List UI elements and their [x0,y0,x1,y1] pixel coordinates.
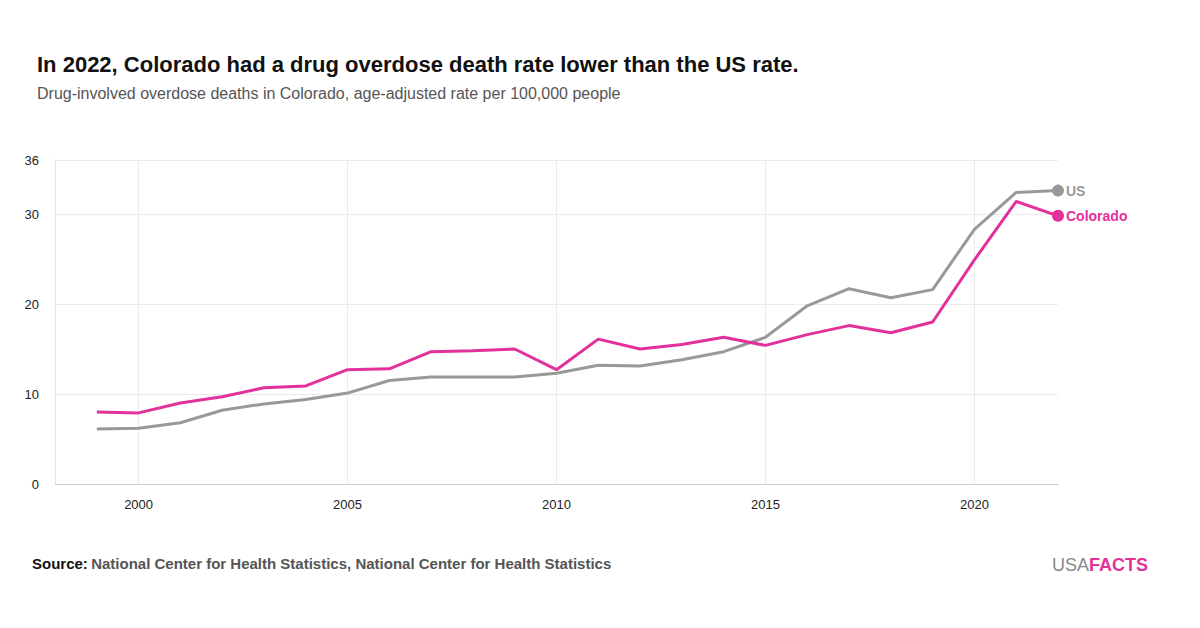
svg-text:FACTS: FACTS [1089,555,1148,575]
svg-text:2010: 2010 [542,497,571,512]
svg-text:National Center for Health Sta: National Center for Health Statistics, N… [91,555,611,572]
svg-text:US: US [1066,183,1085,199]
svg-text:2005: 2005 [333,497,362,512]
svg-text:0: 0 [32,477,39,492]
svg-text:In 2022, Colorado had a drug o: In 2022, Colorado had a drug overdose de… [37,52,799,77]
svg-text:2000: 2000 [124,497,153,512]
svg-text:Drug-involved overdose deaths: Drug-involved overdose deaths in Colorad… [37,85,621,102]
svg-text:2015: 2015 [751,497,780,512]
svg-text:36: 36 [25,153,39,168]
svg-text:USA: USA [1052,555,1089,575]
svg-text:Source:: Source: [32,555,88,572]
svg-text:20: 20 [25,297,39,312]
svg-text:Colorado: Colorado [1066,208,1127,224]
svg-text:10: 10 [25,387,39,402]
svg-text:2020: 2020 [960,497,989,512]
svg-text:30: 30 [25,207,39,222]
